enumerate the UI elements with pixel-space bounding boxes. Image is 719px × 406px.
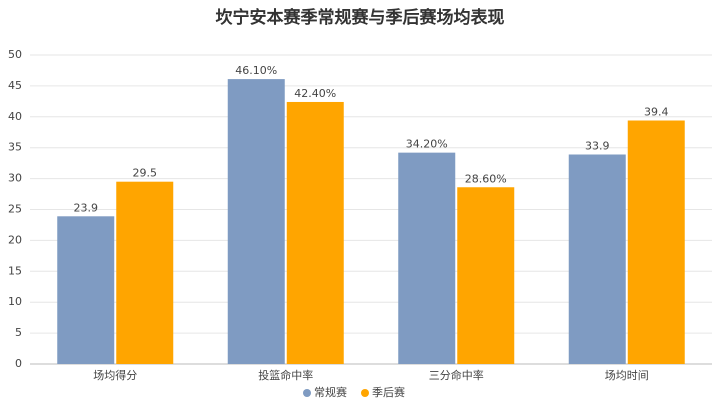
- y-tick-label: 5: [15, 326, 22, 339]
- y-tick-label: 45: [8, 79, 22, 92]
- y-tick-label: 15: [8, 264, 22, 277]
- legend-marker: [361, 389, 369, 397]
- x-tick-label: 三分命中率: [429, 368, 484, 382]
- bar: [286, 101, 344, 364]
- legend-marker: [303, 389, 311, 397]
- legend-label: 季后赛: [372, 385, 405, 399]
- y-tick-label: 20: [8, 233, 22, 246]
- x-tick-label: 场均时间: [605, 368, 649, 382]
- value-label: 28.60%: [465, 172, 507, 185]
- value-label: 23.9: [74, 201, 99, 214]
- bar: [457, 187, 515, 364]
- x-tick-label: 场均得分: [93, 368, 137, 382]
- y-tick-label: 30: [8, 172, 22, 185]
- bar: [227, 79, 285, 365]
- y-tick-label: 50: [8, 48, 22, 61]
- y-tick-label: 35: [8, 141, 22, 154]
- value-label: 29.5: [133, 167, 158, 180]
- y-tick-label: 40: [8, 110, 22, 123]
- value-label: 39.4: [644, 106, 669, 119]
- bar: [398, 152, 456, 364]
- x-tick-label: 投篮命中率: [258, 368, 313, 382]
- legend-label: 常规赛: [314, 385, 347, 399]
- bar: [57, 216, 115, 364]
- value-label: 46.10%: [235, 64, 277, 77]
- bar: [116, 181, 174, 364]
- y-tick-label: 0: [15, 357, 22, 370]
- y-tick-label: 10: [8, 295, 22, 308]
- value-label: 33.9: [585, 139, 610, 152]
- y-tick-label: 25: [8, 203, 22, 216]
- bar: [568, 154, 626, 364]
- value-label: 42.40%: [294, 87, 336, 100]
- value-label: 34.20%: [406, 138, 448, 151]
- bar: [627, 120, 685, 365]
- chart-title: 坎宁安本赛季常规赛与季后赛场均表现: [216, 7, 505, 28]
